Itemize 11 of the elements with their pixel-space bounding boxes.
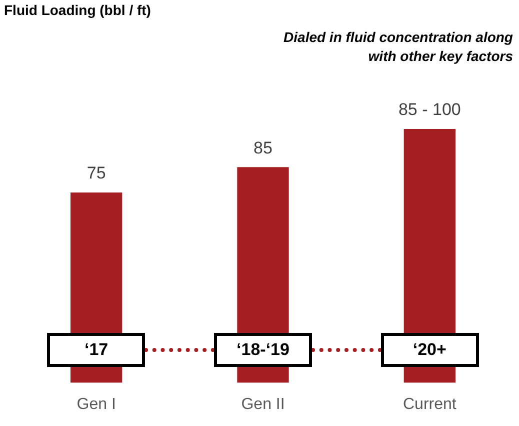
text: Dialed in fluid concentration along with other key factors	[282, 28, 513, 66]
year-label-box: ‘17	[47, 332, 146, 367]
x-tick-label: Gen II	[241, 396, 285, 413]
x-tick-label: Gen I	[76, 396, 116, 413]
annotation: 85 - 100	[398, 100, 461, 120]
chart-title: Fluid Loading (bbl / ft)	[4, 2, 151, 18]
data-label: 85	[254, 138, 272, 158]
data-label: 75	[86, 164, 106, 183]
x-tick-label: Current	[402, 396, 457, 413]
year-label-box: ‘18-‘19	[214, 332, 312, 367]
year-label-box: ‘20+	[380, 332, 479, 367]
